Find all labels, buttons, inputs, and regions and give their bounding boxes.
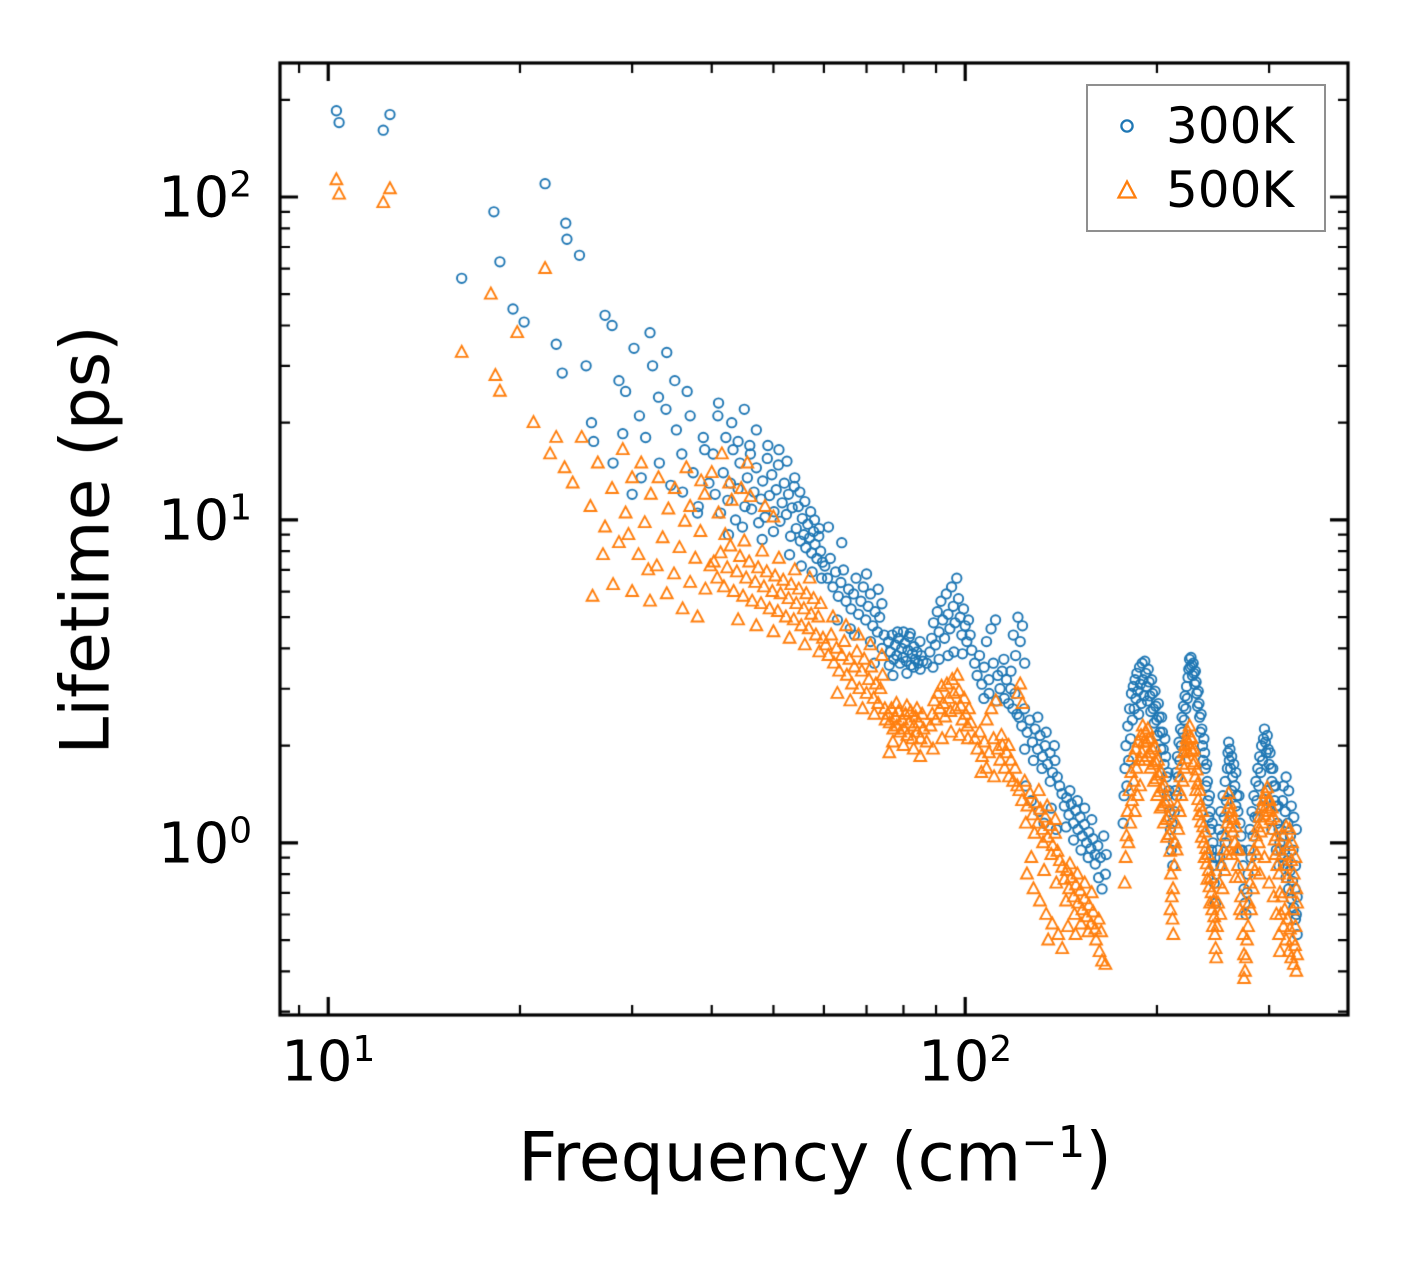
x-axis-label-text: Frequency (cm — [518, 1118, 1022, 1198]
y-tick-label-10e0: 100 — [157, 810, 252, 877]
x-axis-label: Frequency (cm−1) — [281, 1118, 1349, 1198]
legend-entry-500k: 500K — [1088, 158, 1324, 222]
x-axis-label-exponent: −1 — [1021, 1118, 1086, 1168]
x-tick-label-10e2: 102 — [918, 1029, 1013, 1095]
y-tick-label-10e1: 101 — [157, 487, 252, 554]
circle-marker-icon — [1120, 119, 1134, 133]
legend-entry-300k: 300K — [1088, 94, 1324, 158]
x-axis-label-close: ) — [1085, 1118, 1112, 1198]
legend: 300K 500K — [1086, 84, 1326, 232]
y-tick-label-10e2: 102 — [157, 164, 252, 231]
legend-label-500k: 500K — [1166, 161, 1295, 219]
triangle-marker-icon — [1116, 179, 1138, 199]
legend-label-300k: 300K — [1166, 97, 1295, 155]
x-tick-label-10e1: 101 — [281, 1029, 376, 1095]
